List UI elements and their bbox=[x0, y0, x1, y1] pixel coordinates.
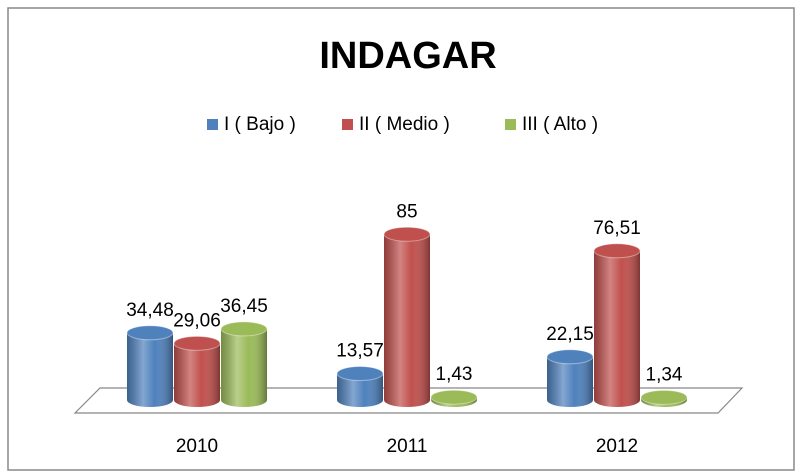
data-label: 29,06 bbox=[173, 310, 221, 331]
legend-swatch bbox=[505, 119, 516, 130]
bar-top bbox=[383, 226, 431, 242]
data-label: 76,51 bbox=[593, 218, 641, 239]
bar-top bbox=[173, 335, 221, 351]
bar-shade bbox=[594, 250, 640, 407]
legend-label: III ( Alto ) bbox=[522, 114, 598, 135]
legend-label: II ( Medio ) bbox=[359, 114, 450, 135]
bar-shade bbox=[127, 332, 173, 407]
legend-swatch bbox=[207, 119, 218, 130]
legend-swatch bbox=[342, 119, 353, 130]
bar-top bbox=[430, 389, 478, 405]
bar-top bbox=[593, 243, 641, 259]
bar-shade bbox=[174, 343, 220, 407]
data-label: 85 bbox=[396, 201, 417, 222]
bar-shade bbox=[547, 356, 593, 407]
x-tick-label: 2012 bbox=[596, 436, 638, 457]
bar-shade bbox=[337, 373, 383, 407]
data-label: 13,57 bbox=[336, 341, 384, 362]
bar-top bbox=[640, 389, 688, 405]
data-label: 34,48 bbox=[126, 300, 174, 321]
bar-top bbox=[220, 321, 268, 337]
bar-top bbox=[126, 325, 174, 341]
data-label: 22,15 bbox=[546, 324, 594, 345]
bar-top bbox=[336, 366, 384, 382]
x-tick-label: 2011 bbox=[387, 436, 428, 457]
bar-top bbox=[546, 349, 594, 365]
bar-shade bbox=[221, 328, 267, 407]
chart-title: INDAGAR bbox=[319, 35, 496, 77]
data-label: 36,45 bbox=[220, 296, 268, 317]
data-label: 1,43 bbox=[436, 364, 473, 385]
data-label: 1,34 bbox=[646, 364, 683, 385]
legend-label: I ( Bajo ) bbox=[224, 114, 296, 135]
bar-shade bbox=[384, 234, 430, 407]
x-tick-label: 2010 bbox=[176, 436, 218, 457]
